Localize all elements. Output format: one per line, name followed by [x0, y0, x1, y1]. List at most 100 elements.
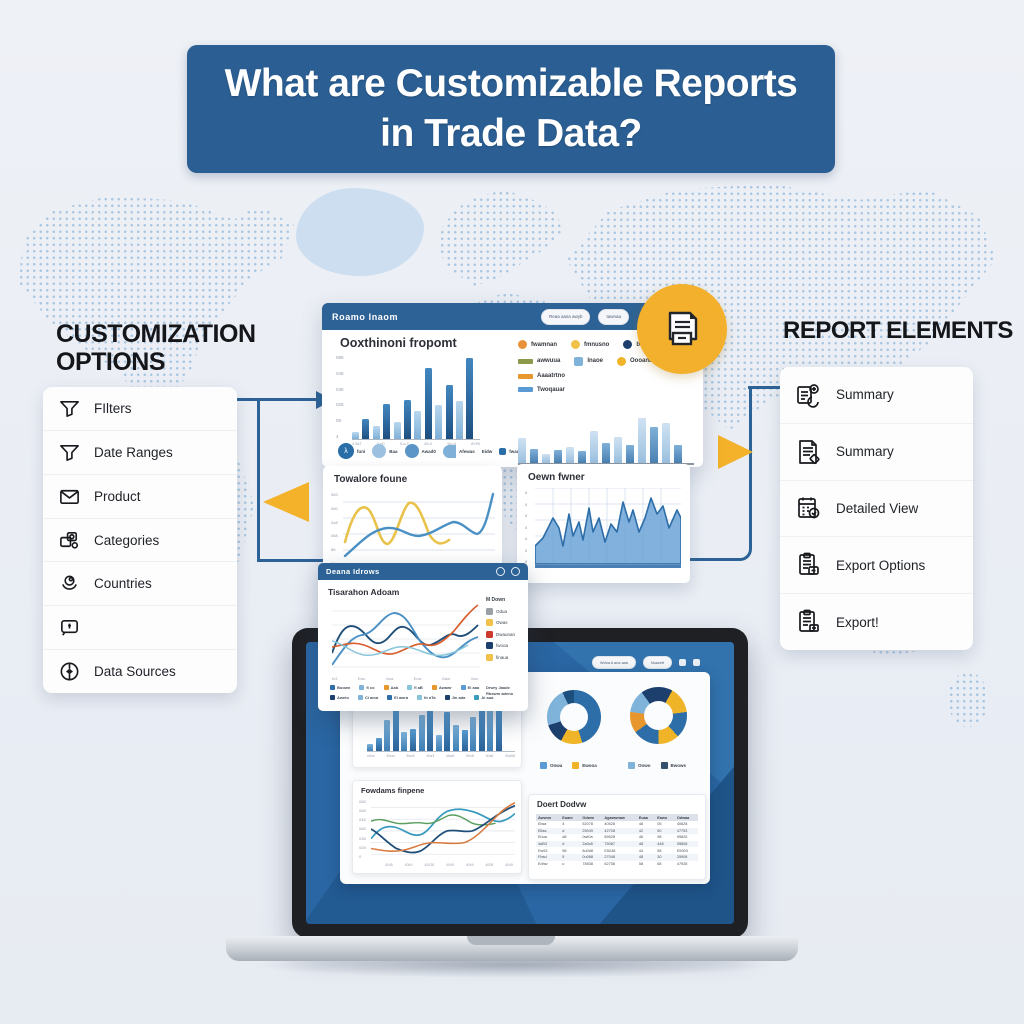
window-titlebar: Deana Idrows [318, 563, 528, 580]
table-cell: 89528 [604, 835, 615, 840]
series-chip[interactable]: Ci ama [357, 695, 378, 700]
option-item-product[interactable]: Product [43, 475, 237, 519]
report-item-label: Export! [836, 614, 879, 630]
table-cell: 25049 [580, 827, 603, 835]
filter-chip[interactable]: Afewas [442, 444, 475, 458]
dashboard-button-secondary[interactable]: tawnaa [598, 308, 629, 325]
series-chip[interactable]: fi aB [407, 685, 423, 690]
series-chip[interactable]: Ai aua [474, 695, 493, 700]
x-tick: Gaw [441, 676, 451, 681]
screen-icon-user[interactable] [693, 659, 700, 666]
chip-icon [404, 444, 419, 458]
filter-chip[interactable]: Baa [372, 444, 398, 458]
report-item-summary[interactable]: Summary [780, 367, 973, 424]
filter-chip[interactable]: λ funi [338, 443, 365, 459]
table-row[interactable]: Edhw u 78838 62758 58 68 47928 [536, 861, 698, 868]
series-chip[interactable]: Jin ada [444, 695, 466, 700]
bar [662, 423, 670, 463]
y-tick: 8 [525, 490, 528, 495]
series-chip[interactable]: Boown [330, 685, 350, 690]
legend-swatch [486, 653, 493, 661]
clipboard2-icon [795, 608, 823, 636]
series-chip[interactable]: Ei aaa [460, 685, 479, 690]
report-item-detailed-view[interactable]: Detailed View [780, 481, 973, 538]
table-row[interactable]: Eiwa 4 52078 40528 48 05 40828 [536, 821, 698, 828]
table-cell: 05808 [674, 840, 698, 848]
filter-chip[interactable]: Eidw [482, 449, 493, 454]
x-tick: Ewn [357, 676, 366, 681]
table-cell: Ehua [538, 835, 547, 840]
window-close-icon[interactable] [511, 567, 520, 576]
option-item-categories[interactable]: Categories [43, 519, 237, 563]
chip-swatch [330, 695, 335, 700]
filter-chip[interactable]: Awad0 [404, 444, 436, 458]
chip-label: Boown [337, 685, 351, 690]
option-item-countries[interactable]: Countries [43, 562, 237, 607]
chip-label: Baa [389, 448, 398, 454]
chip-label: Eidw [481, 448, 493, 454]
chip-icon [372, 444, 387, 458]
series-chip[interactable]: Awawr [431, 685, 452, 690]
option-item-date-ranges[interactable]: Date Ranges [43, 431, 237, 475]
y-tick: 038 [359, 835, 366, 841]
x-tick: 40vw [386, 754, 395, 758]
column-header: Odwm [580, 814, 603, 821]
area-chart-card-title: Oewn fwner [528, 472, 585, 483]
legend-item: Dwaunan [486, 630, 515, 638]
series-chip[interactable]: Aweto [330, 695, 349, 700]
report-item-export-options[interactable]: Export Options [780, 537, 973, 595]
report-item-summary[interactable]: Summary [780, 424, 973, 481]
series-chip[interactable]: Aab [383, 685, 398, 690]
table-row[interactable]: Ew93 98 8u0d8 E5248 44 58 E5903 [536, 847, 698, 854]
chip-label: fi aB [414, 685, 423, 690]
option-item-data-sources[interactable]: Data Sources [43, 650, 237, 693]
bar [638, 418, 646, 463]
option-item-blank[interactable] [43, 606, 237, 651]
chip-swatch [444, 695, 450, 700]
screen-button-primary[interactable]: Wdna A ana aaa [592, 656, 636, 669]
line-chart [343, 492, 495, 567]
report-item-export-[interactable]: Export! [780, 594, 973, 650]
y-tick: 88 [331, 547, 336, 553]
connector-right-bracket [686, 386, 752, 561]
legend-label: awwuua [537, 358, 561, 364]
category-icon [58, 529, 81, 552]
bar [375, 737, 382, 751]
screen-button-secondary[interactable]: Nuacett [642, 656, 672, 669]
table-cell: 4 [562, 822, 565, 827]
window-minimize-icon[interactable] [496, 567, 505, 576]
laptop-line-chart-title: Fowdams finpene [361, 786, 425, 795]
table-row[interactable]: Ehua d8 0wt0a 89528 46 98 95825 [536, 834, 698, 841]
series-chip[interactable]: fi co [359, 685, 375, 690]
series-chip[interactable]: th aTa [417, 695, 436, 700]
table-row[interactable]: 4aB3 d 2a0x8 75087 48 448 05808 [536, 840, 698, 848]
document-icon [668, 311, 698, 346]
series-chip[interactable]: Ei awra [387, 695, 408, 700]
x-tick: u0va [367, 754, 375, 758]
table-cell: 48 [636, 840, 656, 848]
bar [602, 442, 610, 463]
table-row[interactable]: Eilaa d 25049 42708 42 50 47753 [536, 827, 698, 835]
y-tick: 8 [525, 513, 528, 518]
legend-item: Inaoe [574, 356, 603, 366]
y-tick: 8 [525, 559, 528, 564]
laptop-notch [467, 936, 555, 945]
bar [435, 405, 443, 439]
bar [427, 706, 434, 751]
table-cell: 44 [638, 848, 644, 853]
laptop-line-chart-card: Fowdams finpene 088 088 048 088 038 028 0 4045… [352, 780, 522, 874]
chip-label: Jin ada [451, 695, 466, 700]
option-item-filters[interactable]: FIlters [43, 387, 237, 431]
dashboard-button-primary[interactable]: Reaa aasa awyb [540, 308, 591, 325]
y-tick: 8 [525, 547, 528, 553]
legend-swatch [660, 762, 668, 769]
screen-icon-settings[interactable] [679, 659, 686, 666]
laptop-bar-chart-x-axis: u0va 40vw 9wv5 40a3 4bw0 50v8 40a5 40a98 [367, 754, 515, 758]
table-row[interactable]: Fbad 5 0u088 27048 48 30 25908 [536, 853, 698, 861]
x-tick: 0wa [385, 676, 394, 681]
filter-chip[interactable]: fwad [499, 447, 520, 455]
bar [372, 425, 380, 439]
table-cell: 78838 [582, 861, 593, 866]
legend-item: Owas [486, 619, 515, 626]
filter-chips-row: λ funi Baa Awad0 Afewas Eidw fwad [338, 443, 520, 459]
